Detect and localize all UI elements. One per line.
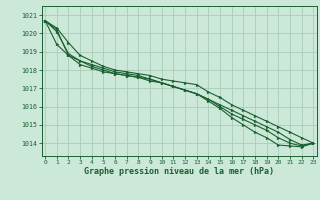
X-axis label: Graphe pression niveau de la mer (hPa): Graphe pression niveau de la mer (hPa) [84, 167, 274, 176]
